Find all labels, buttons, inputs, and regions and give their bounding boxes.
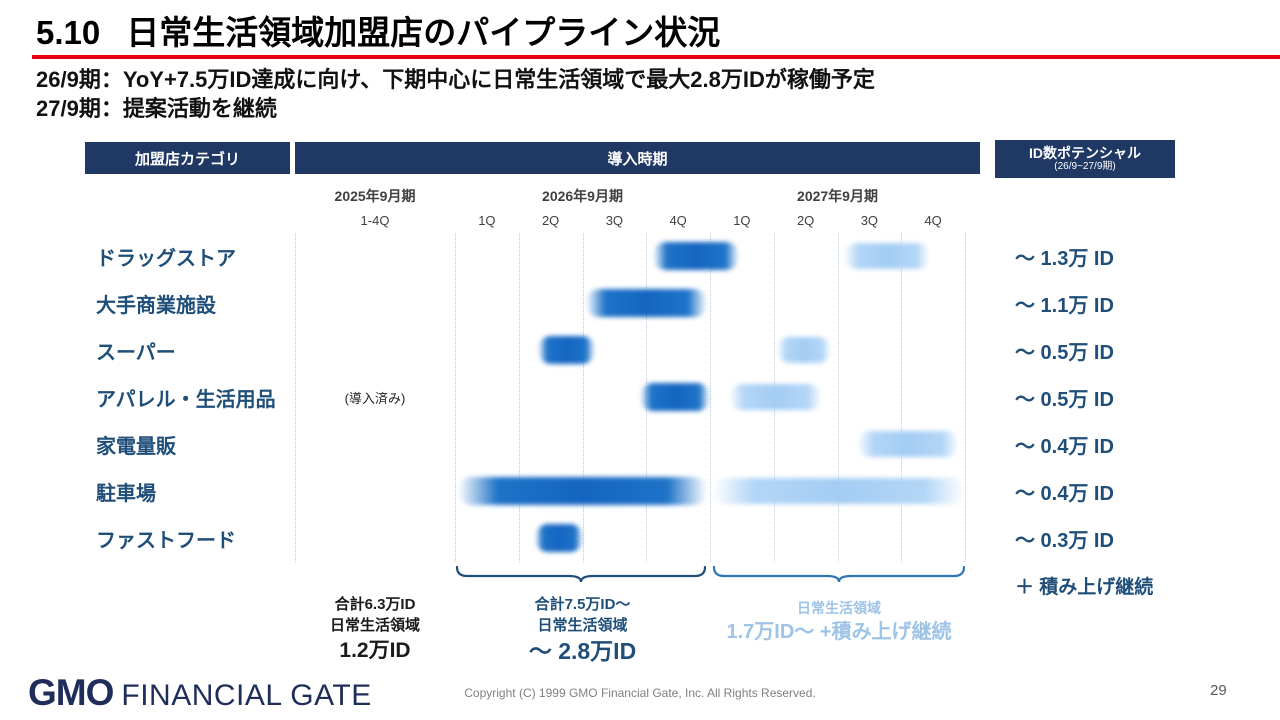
summary-fy2026: 合計7.5万ID～ 日常生活領域 ～ 2.8万ID: [455, 594, 710, 666]
quarter-gridline: [582, 233, 584, 562]
summary-fy2027-line1: 日常生活領域: [797, 600, 881, 616]
logo-financial-gate-text: FINANCIAL GATE: [121, 679, 372, 712]
category-label: アパレル・生活用品: [96, 389, 276, 411]
section-number: 5.10: [36, 14, 101, 51]
potential-value: ～ 0.4万 ID: [1015, 483, 1114, 505]
potential-header-title: ID数ポテンシャル: [1029, 145, 1141, 162]
quarter-label: 1Q: [733, 213, 751, 228]
pipeline-bar: [776, 337, 832, 363]
quarter-label: 1-4Q: [360, 213, 390, 228]
quarter-gridline: [455, 233, 456, 562]
summary-fy2025: 合計6.3万ID 日常生活領域 1.2万ID: [295, 594, 455, 666]
quarter-gridline: [518, 233, 520, 562]
summary-fy2026-line2: 日常生活領域: [537, 617, 628, 634]
potential-header-sub: (26/9~27/9期): [1054, 161, 1116, 173]
potential-value: ～ 0.5万 ID: [1015, 389, 1114, 411]
quarter-label: 4Q: [924, 213, 942, 228]
category-label: 家電量販: [96, 436, 176, 458]
quarter-label: 1Q: [478, 213, 496, 228]
summary-fy2025-line2: 日常生活領域: [329, 617, 420, 634]
category-column-header: 加盟店カテゴリ: [85, 142, 290, 174]
potential-value: ～ 1.3万 ID: [1015, 248, 1114, 270]
summary-fy2027: 日常生活領域 1.7万ID～ +積み上げ継続: [710, 598, 968, 646]
category-label: ファストフード: [96, 530, 236, 552]
summary-fy2025-line1: 合計6.3万ID: [334, 596, 416, 613]
category-label: 大手商業施設: [96, 295, 216, 317]
summary-fy2027-line2: 1.7万ID～ +積み上げ継続: [726, 621, 952, 643]
quarter-label: 2Q: [796, 213, 815, 228]
potential-extra-row: ＋ 積み上げ継続: [1015, 577, 1154, 598]
pipeline-bar: [537, 336, 596, 364]
page-title: 5.10 日常生活領域加盟店のパイプライン状況: [36, 6, 720, 54]
subtitle-line-2: 27/9期：提案活動を継続: [36, 96, 277, 121]
underbrace-2026: [455, 566, 707, 584]
quarter-gridline: [901, 233, 903, 562]
potential-value: ～ 1.1万 ID: [1015, 295, 1114, 317]
page-number: 29: [1210, 682, 1227, 699]
timeline-column-header: 導入時期: [295, 142, 980, 174]
quarter-label: 3Q: [860, 213, 879, 228]
summary-fy2026-line3: ～ 2.8万ID: [528, 638, 637, 664]
quarter-gridline: [837, 233, 839, 562]
timeline-grid: [295, 233, 966, 562]
pipeline-bar: [713, 478, 965, 504]
pipeline-bar: [843, 243, 930, 269]
underbrace-2026-icon: [455, 566, 707, 583]
gmo-financial-gate-logo: GMO FINANCIAL GATE: [28, 672, 372, 714]
quarter-label: 4Q: [669, 213, 687, 228]
summary-fy2026-line1: 合計7.5万ID～: [534, 596, 631, 613]
pipeline-bar: [639, 383, 710, 411]
quarter-gridline: [295, 233, 296, 562]
category-label: スーパー: [96, 342, 176, 364]
title-text: 日常生活領域加盟店のパイプライン状況: [126, 14, 721, 51]
installed-note: (導入済み): [344, 391, 406, 406]
subtitle-line-1: 26/9期：YoY+7.5万ID達成に向け、下期中心に日常生活領域で最大2.8万…: [36, 67, 875, 92]
underbrace-2027: [712, 566, 966, 584]
potential-value: ～ 0.4万 ID: [1015, 436, 1114, 458]
potential-column-header: ID数ポテンシャル (26/9~27/9期): [995, 140, 1175, 178]
quarter-label: 2Q: [541, 213, 560, 228]
quarter-gridline: [710, 233, 711, 562]
year-label: 2025年9月期: [334, 188, 416, 204]
quarter-label: 3Q: [605, 213, 624, 228]
pipeline-bar: [458, 477, 707, 505]
underbrace-2027-icon: [712, 566, 966, 583]
year-label: 2026年9月期: [542, 188, 623, 204]
pipeline-bar: [585, 289, 707, 317]
copyright-text: Copyright (C) 1999 GMO Financial Gate, I…: [464, 686, 816, 700]
category-label: ドラッグストア: [96, 248, 236, 270]
potential-value: ～ 0.3万 ID: [1015, 530, 1114, 552]
summary-fy2025-line3: 1.2万ID: [339, 639, 411, 662]
title-divider: [32, 55, 1280, 59]
pipeline-bar: [729, 384, 822, 410]
quarter-gridline: [965, 233, 966, 562]
pipeline-bar: [856, 431, 959, 457]
year-label: 2027年9月期: [797, 188, 878, 204]
category-label: 駐車場: [96, 483, 156, 505]
potential-value: ～ 0.5万 ID: [1015, 342, 1114, 364]
pipeline-bar: [652, 242, 739, 270]
logo-gmo-text: GMO: [28, 672, 114, 713]
pipeline-bar: [534, 524, 583, 552]
